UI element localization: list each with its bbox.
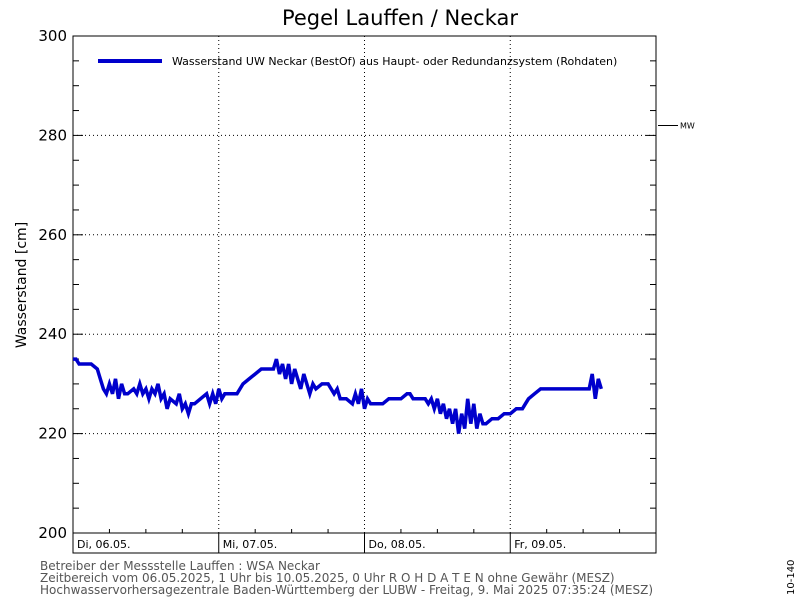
series-line [73,357,603,434]
axis-ticks [73,35,656,553]
mw-label: MW [680,121,695,130]
series-group [73,357,603,434]
footer-timerange: Zeitbereich vom 06.05.2025, 1 Uhr bis 10… [40,571,615,585]
footer-operator: Betreiber der Messstelle Lauffen : WSA N… [40,559,320,573]
x-tick-label: Mi, 07.05. [223,538,278,551]
plot-frame [72,35,657,554]
y-tick-label: 300 [38,27,67,45]
x-tick-label: Di, 06.05. [77,538,131,551]
grid [73,36,656,533]
chart-title: Pegel Lauffen / Neckar [282,6,518,30]
y-tick-label: 280 [38,126,67,144]
tick-labels: 200 220 240 260 280 300 Di, 06.05. Mi, 07.05. Do… [38,27,566,551]
legend: Wasserstand UW Neckar (BestOf) aus Haupt… [98,55,617,68]
x-tick-label: Do, 08.05. [369,538,426,551]
y-tick-label: 260 [38,226,67,244]
y-tick-label: 220 [38,425,67,443]
y-tick-label: 200 [38,524,67,542]
side-code: 10-140 [786,560,797,595]
x-tick-label: Fr, 09.05. [514,538,566,551]
footer-source: Hochwasservorhersagezentrale Baden-Württ… [40,583,653,597]
y-tick-label: 240 [38,325,67,343]
y-axis-label: Wasserstand [cm] [14,222,30,348]
legend-label: Wasserstand UW Neckar (BestOf) aus Haupt… [172,55,617,68]
mw-marker: MW [658,121,695,130]
